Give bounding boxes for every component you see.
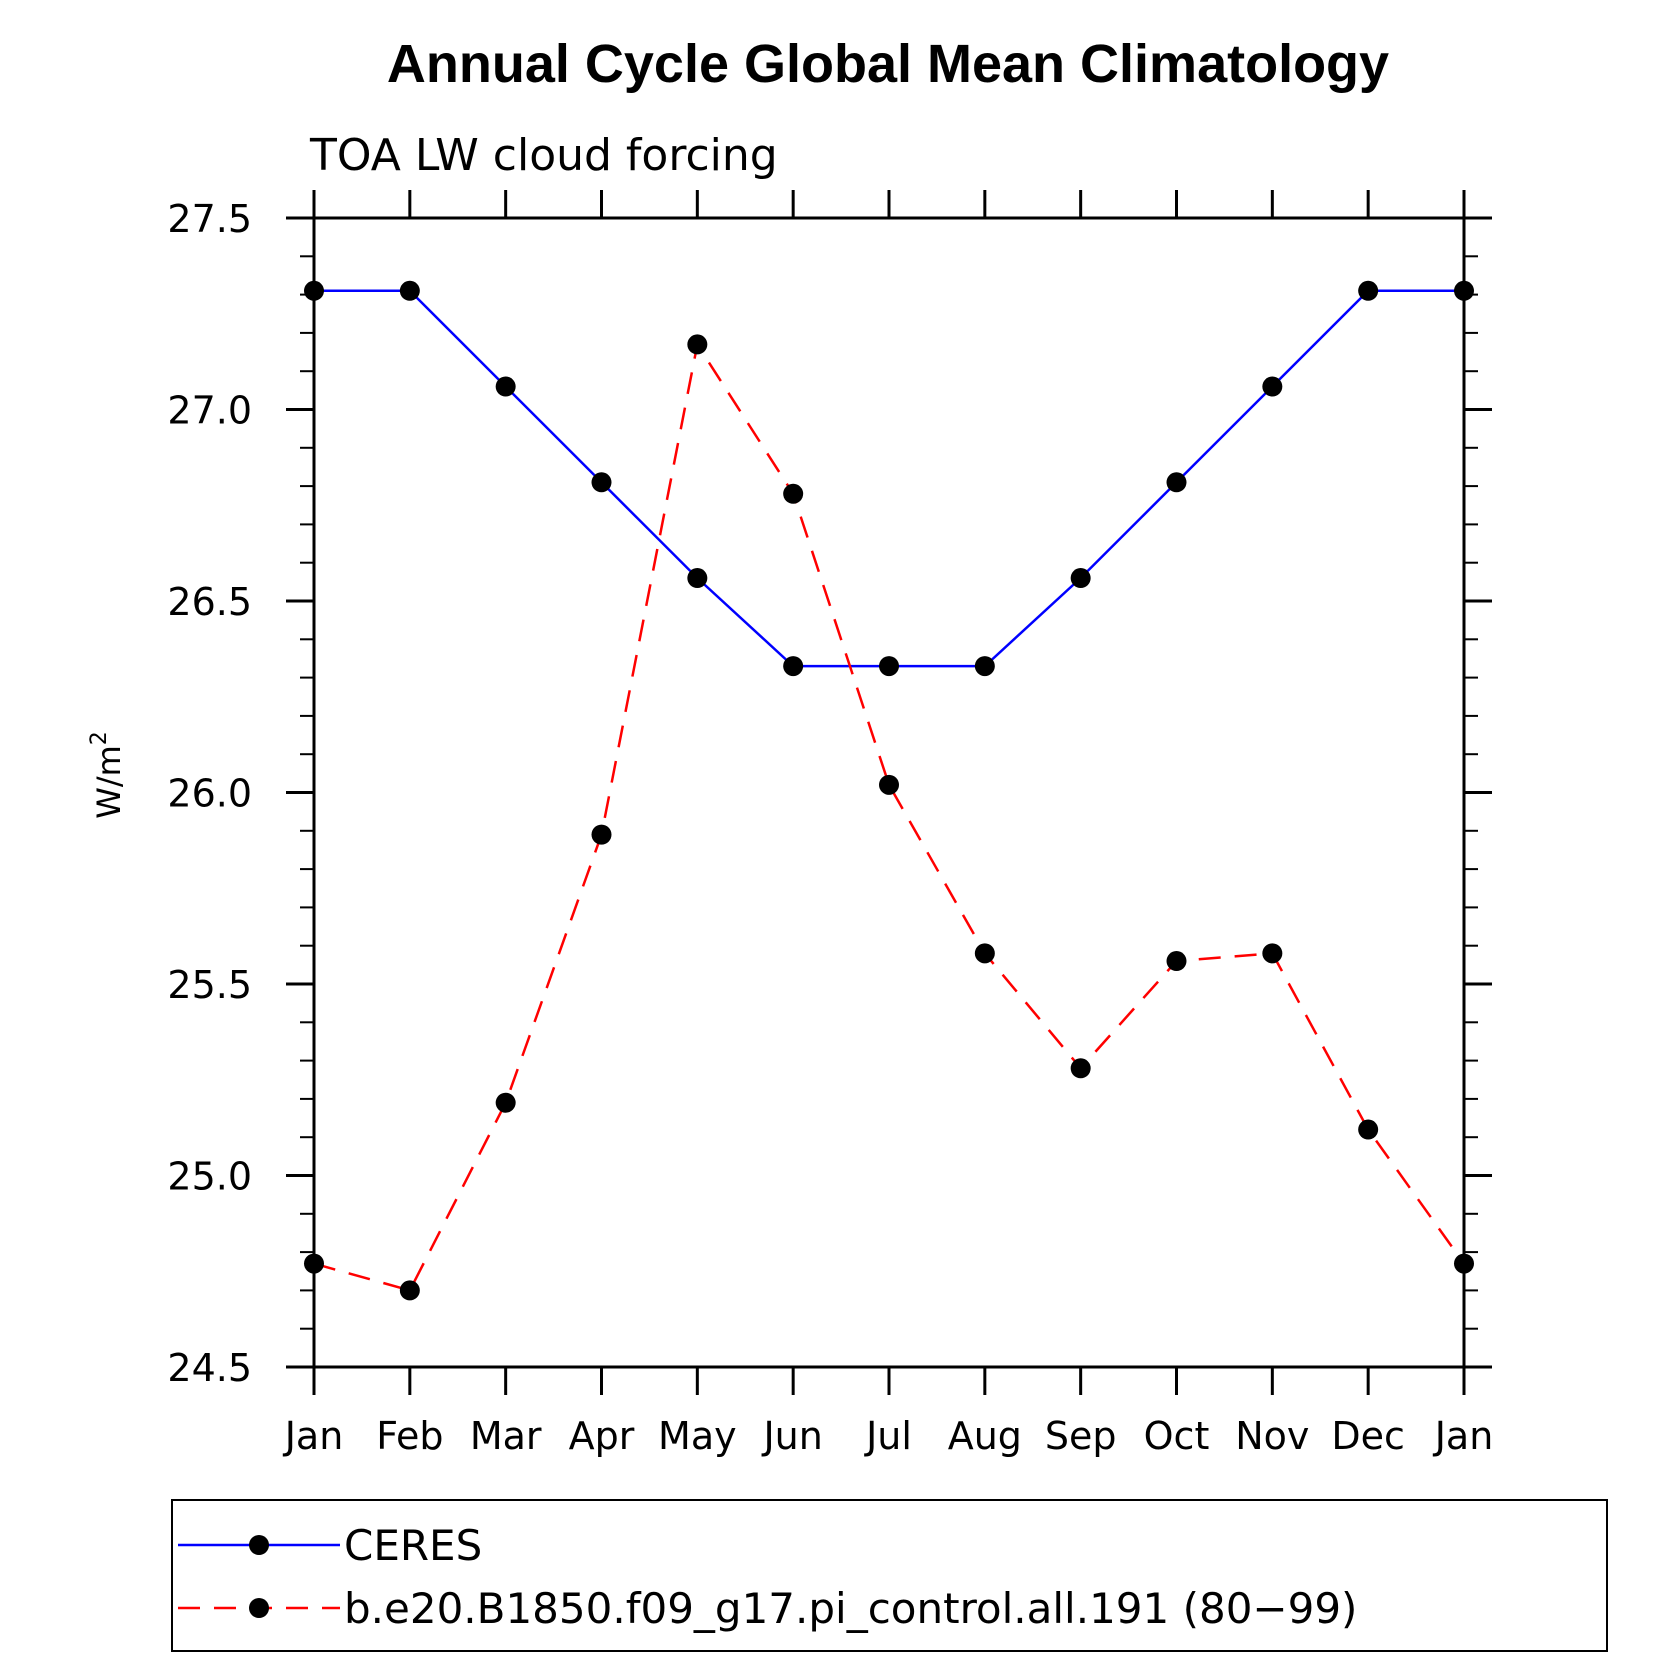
y-tick-label-1: 25.0 [167,1155,252,1199]
series-0-point-3 [591,472,612,493]
x-tick-label-9: Oct [1144,1414,1210,1458]
x-tick-label-12: Jan [1433,1414,1494,1458]
x-tick-label-11: Dec [1331,1414,1405,1458]
y-axis-label: W/m2 [87,731,128,819]
legend-label-1: b.e20.B1850.f09_g17.pi_control.all.191 (… [344,1584,1357,1633]
series-0-point-4 [687,568,708,589]
plot-area [304,280,1474,1301]
x-tick-label-3: Apr [569,1414,635,1458]
series-0-point-10 [1262,376,1283,397]
series-0-point-9 [1166,472,1187,493]
series-1-point-6 [879,774,899,795]
x-tick-label-7: Aug [948,1414,1022,1458]
chart-title: Annual Cycle Global Mean Climatology [387,34,1389,94]
svg-text:W/m2: W/m2 [87,731,128,819]
legend-label-0: CERES [344,1521,482,1570]
series-0-point-11 [1358,280,1379,301]
y-tick-label-0: 24.5 [167,1346,252,1390]
x-tick-label-10: Nov [1235,1414,1309,1458]
y-tick-label-5: 27.0 [167,389,252,433]
chart-subtitle: TOA LW cloud forcing [309,130,778,181]
x-tick-label-8: Sep [1045,1414,1117,1458]
x-tick-label-2: Mar [470,1414,542,1458]
series-1-point-3 [591,824,612,845]
legend-marker-1 [249,1598,269,1618]
x-tick-label-6: Jul [864,1414,912,1458]
y-tick-label-2: 25.5 [167,963,252,1007]
legend: CERES b.e20.B1850.f09_g17.pi_control.all.… [171,1499,1608,1652]
x-tick-label-0: Jan [283,1414,344,1458]
series-0-point-6 [879,656,899,677]
x-tick-label-1: Feb [376,1414,443,1458]
y-axis-label-text: W/m [90,745,128,819]
series-1-point-10 [1262,943,1283,964]
y-axis-label-superscript: 2 [87,731,112,745]
series-1-point-1 [399,1280,420,1301]
series-0-point-2 [495,376,516,397]
series-1-point-7 [974,943,995,964]
x-tick-label-4: May [658,1414,737,1458]
series-1-point-2 [495,1092,516,1113]
series-0-point-8 [1070,568,1091,589]
legend-marker-0 [249,1535,269,1555]
y-tick-label-6: 27.5 [167,197,252,241]
series-line-1 [313,341,1466,1292]
legend-box [171,1499,1608,1652]
series-0-point-1 [399,280,420,301]
axis-ticks: Jan Feb Mar Apr May Jun Jul Aug Sep Oct Nov Dec Jan 2… [167,190,1493,1458]
series-1-point-5 [783,483,804,504]
y-tick-label-4: 26.5 [167,580,252,624]
series-1-point-9 [1166,951,1187,972]
series-1-point-8 [1070,1058,1091,1079]
series-0-point-7 [974,656,995,677]
series-1-point-4 [687,334,708,355]
series-0-point-5 [783,656,804,677]
series-1-point-11 [1358,1119,1379,1140]
y-tick-label-3: 26.0 [167,772,252,816]
series-line-0 [314,289,1464,668]
x-tick-label-5: Jun [761,1414,822,1458]
